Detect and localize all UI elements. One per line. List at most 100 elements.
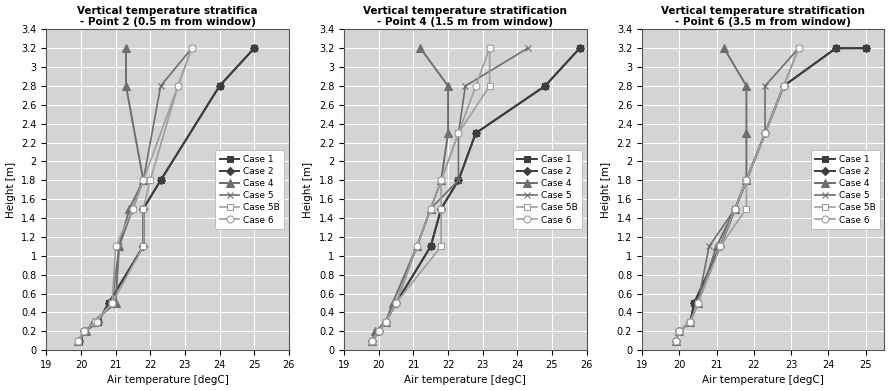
- Case 4: [387, 301, 398, 305]
- Case 4: [674, 329, 684, 334]
- Case 5: [138, 178, 149, 183]
- Case 5: [760, 131, 771, 135]
- Line: Case 2: Case 2: [77, 45, 257, 344]
- Case 2: [453, 178, 464, 183]
- Case 4: [121, 84, 132, 88]
- Case 6: [453, 131, 464, 135]
- X-axis label: Air temperature [degC]: Air temperature [degC]: [702, 375, 824, 386]
- Case 2: [779, 84, 789, 88]
- Case 2: [249, 46, 260, 50]
- Case 2: [138, 244, 149, 249]
- Line: Case 1: Case 1: [672, 45, 870, 344]
- Case 2: [574, 46, 585, 50]
- Line: Case 6: Case 6: [368, 45, 493, 344]
- Case 6: [187, 46, 198, 50]
- Case 1: [436, 206, 447, 211]
- Case 5B: [436, 178, 447, 183]
- Case 4: [670, 338, 681, 343]
- Case 2: [103, 301, 114, 305]
- Case 2: [79, 329, 90, 334]
- Case 5B: [484, 84, 495, 88]
- Case 1: [103, 301, 114, 305]
- Case 4: [442, 131, 453, 135]
- Y-axis label: Height [m]: Height [m]: [303, 162, 313, 218]
- Case 1: [830, 46, 841, 50]
- Case 5B: [741, 178, 752, 183]
- Case 5B: [760, 131, 771, 135]
- Case 2: [539, 84, 550, 88]
- Case 5: [90, 319, 101, 324]
- Case 1: [214, 84, 225, 88]
- Case 1: [79, 329, 90, 334]
- Case 1: [674, 329, 684, 334]
- Case 5B: [793, 46, 804, 50]
- Case 2: [674, 329, 684, 334]
- Case 5: [704, 244, 715, 249]
- Case 6: [730, 206, 740, 211]
- Case 5: [685, 319, 696, 324]
- Case 1: [741, 178, 752, 183]
- Case 5: [367, 338, 377, 343]
- Case 2: [830, 46, 841, 50]
- Case 5: [156, 84, 166, 88]
- Case 5B: [187, 46, 198, 50]
- Case 1: [391, 301, 401, 305]
- Case 4: [741, 131, 752, 135]
- Case 5: [670, 338, 681, 343]
- X-axis label: Air temperature [degC]: Air temperature [degC]: [107, 375, 229, 386]
- Case 2: [74, 338, 85, 343]
- Case 5: [453, 178, 464, 183]
- Case 2: [214, 84, 225, 88]
- Case 2: [730, 206, 740, 211]
- Case 4: [124, 206, 134, 211]
- Case 5: [674, 329, 684, 334]
- Case 6: [692, 301, 703, 305]
- Case 5: [72, 338, 83, 343]
- Line: Case 1: Case 1: [76, 45, 258, 344]
- Case 5B: [779, 84, 789, 88]
- Case 1: [453, 178, 464, 183]
- Case 2: [670, 338, 681, 343]
- Case 4: [685, 319, 696, 324]
- Line: Case 2: Case 2: [369, 45, 582, 344]
- Case 5B: [436, 206, 447, 211]
- Case 2: [471, 131, 481, 135]
- Case 1: [670, 338, 681, 343]
- Legend: Case 1, Case 2, Case 4, Case 5, Case 5B, Case 6: Case 1, Case 2, Case 4, Case 5, Case 5B,…: [811, 150, 880, 229]
- Case 5: [692, 301, 703, 305]
- Case 2: [391, 301, 401, 305]
- Case 4: [442, 84, 453, 88]
- Case 2: [93, 319, 103, 324]
- Case 5: [391, 301, 401, 305]
- Case 4: [110, 301, 121, 305]
- Case 6: [779, 84, 789, 88]
- Case 6: [741, 178, 752, 183]
- Case 5B: [674, 329, 684, 334]
- Line: Case 1: Case 1: [368, 45, 583, 344]
- Case 5B: [436, 244, 447, 249]
- Case 5B: [685, 319, 696, 324]
- Case 5: [411, 244, 422, 249]
- Case 5B: [484, 46, 495, 50]
- Case 6: [173, 84, 183, 88]
- Case 6: [436, 178, 447, 183]
- Case 2: [685, 319, 696, 324]
- Case 1: [367, 338, 377, 343]
- Case 1: [685, 319, 696, 324]
- Case 5: [127, 206, 138, 211]
- Case 5B: [72, 338, 83, 343]
- Case 6: [674, 329, 684, 334]
- Case 2: [689, 301, 700, 305]
- Case 1: [156, 178, 166, 183]
- Case 2: [380, 319, 391, 324]
- Case 1: [861, 46, 871, 50]
- Case 6: [79, 329, 90, 334]
- Case 6: [127, 206, 138, 211]
- Case 5: [79, 329, 90, 334]
- Case 4: [88, 319, 99, 324]
- Case 1: [539, 84, 550, 88]
- Case 1: [730, 206, 740, 211]
- Case 1: [380, 319, 391, 324]
- Case 5: [380, 319, 391, 324]
- Case 6: [367, 338, 377, 343]
